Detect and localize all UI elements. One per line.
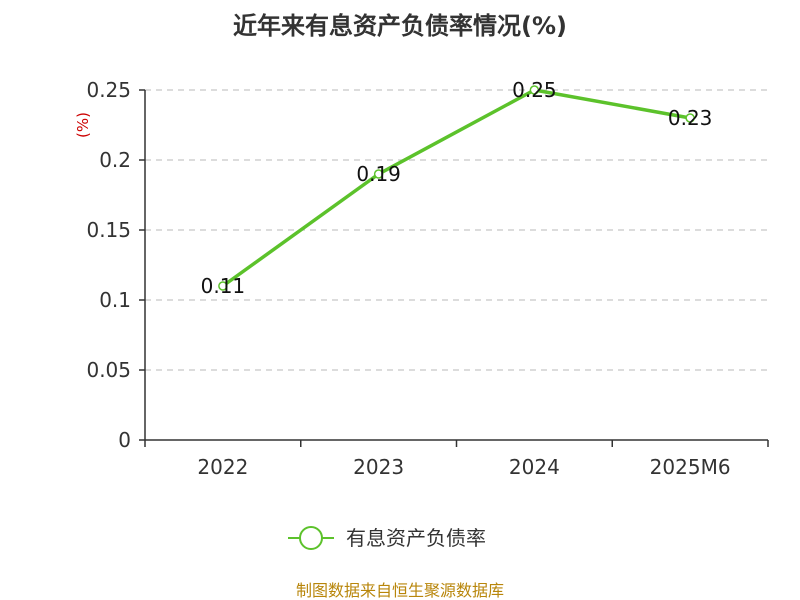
x-tick-label: 2023 bbox=[353, 455, 404, 479]
legend[interactable]: 有息资产负债率 bbox=[288, 526, 486, 550]
y-tick-label: 0.05 bbox=[86, 358, 131, 382]
data-point[interactable] bbox=[685, 113, 695, 123]
y-tick-label: 0 bbox=[118, 428, 131, 452]
gridlines bbox=[145, 89, 768, 371]
data-label: 0.23 bbox=[668, 106, 713, 130]
data-label: 0.19 bbox=[356, 162, 401, 186]
y-tick-label: 0.15 bbox=[86, 218, 131, 242]
series-layer: 0.11 0.19 0.25 0.23 bbox=[201, 78, 713, 298]
data-label: 0.11 bbox=[201, 274, 246, 298]
y-tick-label: 0.1 bbox=[99, 288, 131, 312]
y-unit-label: (%) bbox=[74, 112, 92, 138]
source-note: 制图数据来自恒生聚源数据库 bbox=[296, 581, 504, 600]
x-tick-label: 2024 bbox=[509, 455, 560, 479]
series-line bbox=[221, 88, 692, 288]
chart-title: 近年来有息资产负债率情况(%) bbox=[233, 12, 567, 40]
axes bbox=[139, 89, 769, 447]
legend-label: 有息资产负债率 bbox=[346, 526, 486, 550]
legend-circle-icon bbox=[299, 526, 323, 550]
x-tick-label: 2025M6 bbox=[650, 455, 731, 479]
y-tick-label: 0.25 bbox=[86, 78, 131, 102]
x-tick-label: 2022 bbox=[197, 455, 248, 479]
data-point[interactable] bbox=[373, 169, 384, 179]
data-label: 0.25 bbox=[512, 78, 557, 102]
data-point[interactable] bbox=[529, 85, 540, 95]
y-tick-labels: 0 0.05 0.1 0.15 0.2 0.25 bbox=[86, 78, 131, 452]
data-point[interactable] bbox=[218, 281, 228, 291]
y-tick-label: 0.2 bbox=[99, 148, 131, 172]
x-tick-labels: 2022 2023 2024 2025M6 bbox=[197, 455, 730, 479]
